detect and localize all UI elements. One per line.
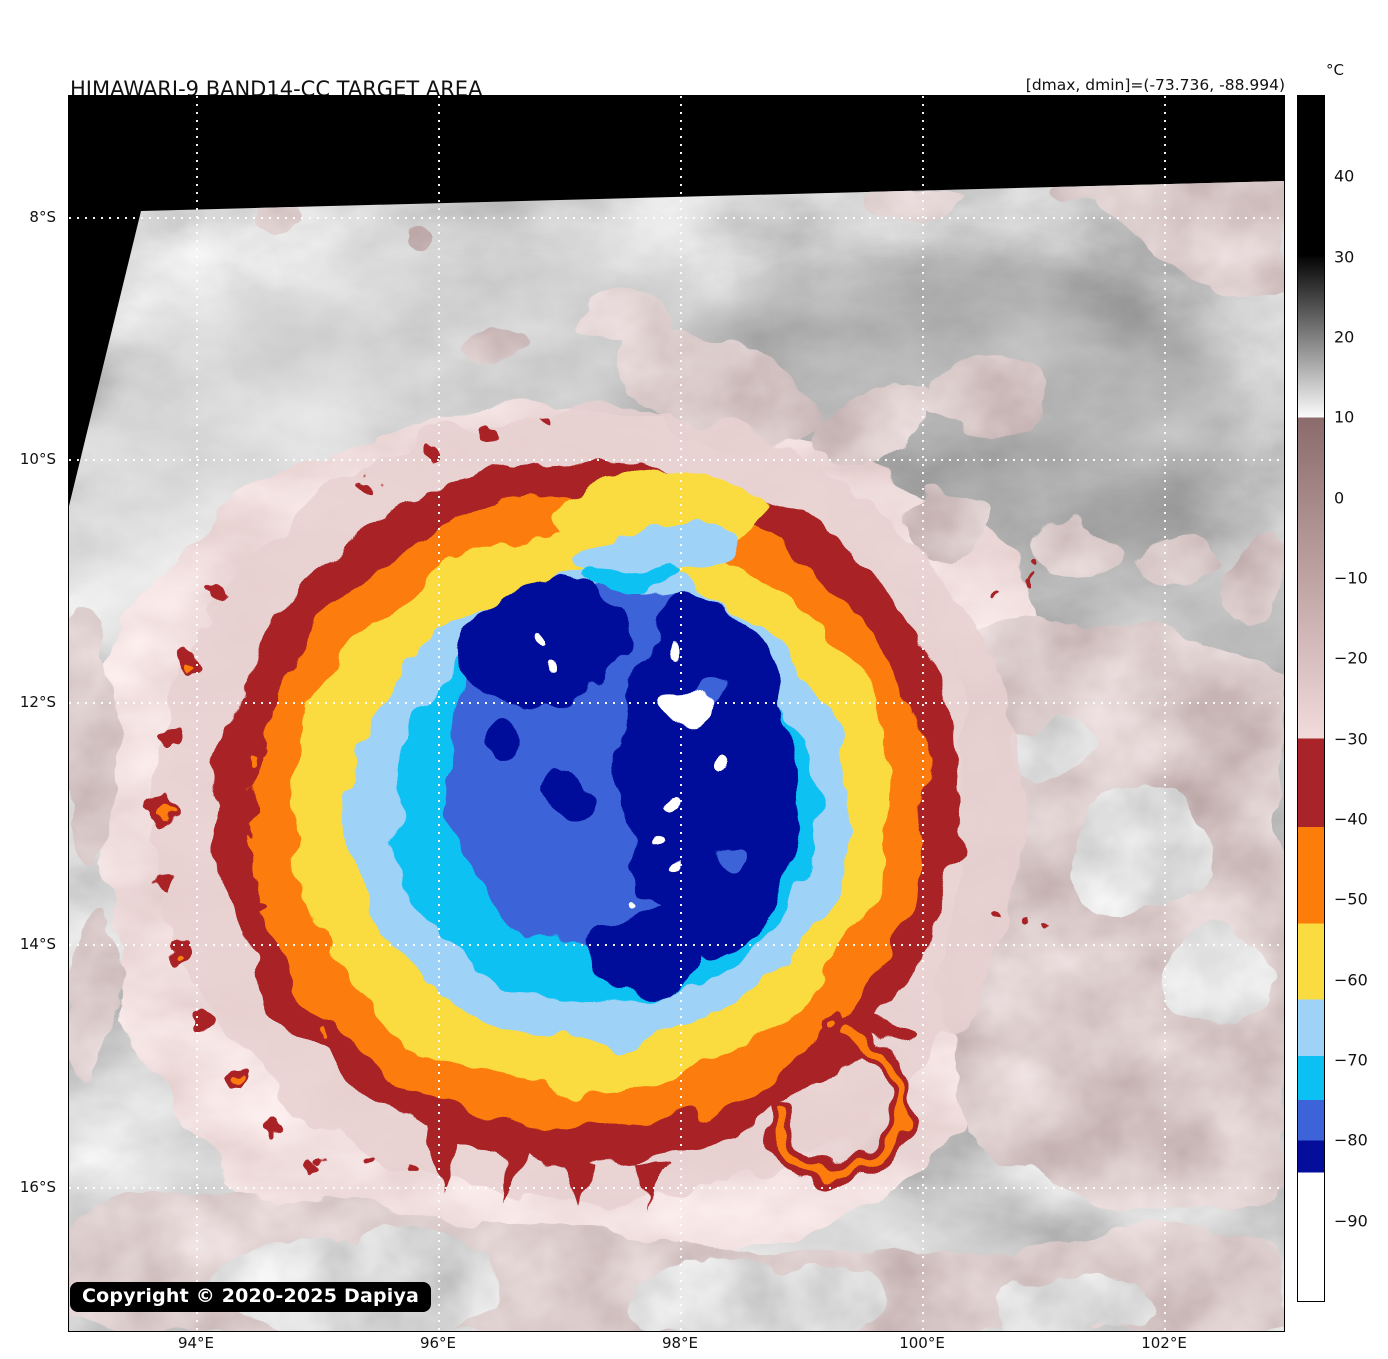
cold-core-navy — [457, 580, 800, 1000]
lat-tick-16s: 16°S — [19, 1178, 56, 1196]
southeast-hook-band — [767, 1007, 919, 1187]
colorbar-tick-label: −10 — [1334, 568, 1368, 588]
convective-speckles — [148, 419, 1047, 1176]
colorbar-tick-label: −30 — [1334, 729, 1368, 749]
lon-tick-100e: 100°E — [899, 1334, 945, 1352]
lat-tick-12s: 12°S — [19, 693, 56, 711]
coldest-tops-white — [535, 635, 728, 900]
dmax-dmin-readout: [dmax, dmin]=(-73.736, -88.994) — [1025, 76, 1285, 94]
lat-tick-10s: 10°S — [19, 450, 56, 468]
colorbar-tick-label: −90 — [1334, 1211, 1368, 1231]
lat-tick-14s: 14°S — [19, 935, 56, 953]
colorbar-gradient — [1298, 96, 1324, 1301]
southern-red-fingers — [421, 1126, 665, 1212]
colorbar-tick-label: −70 — [1334, 1050, 1368, 1070]
colorbar-tick-label: −20 — [1334, 648, 1368, 668]
colorbar-unit-label: °C — [1326, 61, 1344, 79]
lon-tick-98e: 98°E — [661, 1334, 699, 1352]
satellite-imagery — [69, 96, 1284, 1331]
colorbar-tick-label: −80 — [1334, 1130, 1368, 1150]
colorbar-tick-label: −50 — [1334, 889, 1368, 909]
lon-tick-102e: 102°E — [1141, 1334, 1187, 1352]
dry-slot-notch — [549, 466, 773, 595]
scan-area — [69, 181, 1284, 1331]
latitude-axis: 8°S 10°S 12°S 14°S 16°S — [0, 95, 62, 1330]
lon-tick-94e: 94°E — [177, 1334, 215, 1352]
copyright-badge: Copyright © 2020-2025 Dapiya — [70, 1282, 432, 1312]
cyclone-cdo — [151, 410, 1027, 1212]
colorbar-tick-label: 20 — [1334, 327, 1355, 347]
gridlines — [69, 96, 1284, 1331]
temperature-colorbar: 40 30 20 10 0 −10 −20 −30 −40 −50 −60 −70 −80 −90 — [1297, 95, 1368, 1302]
satellite-map: Copyright © 2020-2025 Dapiya — [68, 95, 1285, 1332]
colorbar-tick-label: 40 — [1334, 166, 1355, 186]
colorbar-tick-label: −60 — [1334, 970, 1368, 990]
colorbar-tick-label: −40 — [1334, 809, 1368, 829]
colorbar-tick-label: 30 — [1334, 247, 1355, 267]
lon-tick-96e: 96°E — [419, 1334, 457, 1352]
colorbar-tick-label: 0 — [1334, 488, 1345, 508]
longitude-axis: 94°E 96°E 98°E 100°E 102°E — [68, 1334, 1283, 1356]
figure-title: HIMAWARI-9 BAND14-CC TARGET AREA — [70, 77, 483, 101]
lat-tick-8s: 8°S — [29, 208, 56, 226]
colorbar-tick-label: 10 — [1334, 407, 1355, 427]
